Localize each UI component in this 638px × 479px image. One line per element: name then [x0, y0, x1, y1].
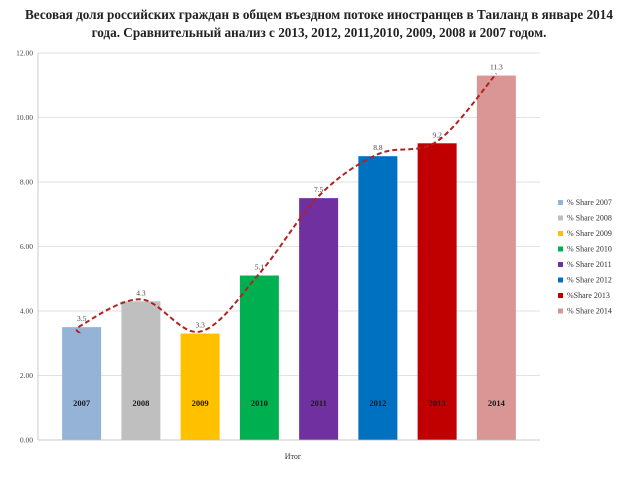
legend-entry: %Share 2013 — [567, 291, 610, 300]
bar-year-label: 2014 — [488, 398, 506, 408]
bar-year-label: 2008 — [132, 398, 149, 408]
legend-entry: % Share 2010 — [567, 245, 612, 254]
legend-entry: % Share 2014 — [567, 307, 612, 316]
y-tick-label: 12.00 — [16, 49, 33, 58]
legend-swatch — [558, 215, 563, 221]
legend-entry: % Share 2008 — [567, 214, 612, 223]
axes — [37, 53, 540, 441]
bar-value-label: 11.3 — [490, 63, 503, 72]
chart-title: Весовая доля российских граждан в общем … — [25, 7, 613, 40]
legend-swatch — [558, 262, 563, 267]
bar-2008 — [121, 301, 161, 440]
bar-year-label: 2011 — [310, 398, 327, 408]
y-tick-label: 8.00 — [20, 178, 33, 187]
legend-swatch — [558, 293, 563, 298]
y-tick-label: 10.00 — [16, 113, 33, 122]
legend-entry: % Share 2009 — [567, 229, 612, 238]
bar-value-label: 3.3 — [195, 321, 205, 330]
year-labels: 2007 2008 2009 2010 2011 2012 2013 2014 — [73, 398, 506, 408]
bar-value-label: 8.8 — [373, 143, 383, 152]
bar-year-label: 2013 — [429, 398, 446, 408]
bar-2010 — [239, 275, 279, 440]
legend-swatch — [558, 246, 563, 252]
y-tick-label: 2.00 — [20, 371, 33, 380]
bar-year-label: 2009 — [192, 398, 209, 408]
legend-entry: % Share 2012 — [567, 276, 612, 285]
bar-2009 — [180, 333, 220, 440]
y-tick-label: 6.00 — [20, 242, 33, 251]
legend-swatch — [558, 308, 563, 314]
bar-2014 — [476, 75, 516, 440]
x-axis-label: Итог — [285, 452, 302, 461]
legend-entry: % Share 2007 — [567, 198, 612, 207]
bar-value-label: 9.2 — [432, 130, 442, 139]
bar-year-label: 2007 — [73, 398, 91, 408]
bars — [62, 75, 516, 441]
y-axis-ticks: 0.00 2.00 4.00 6.00 8.00 10.00 12.00 — [16, 49, 33, 445]
y-tick-label: 4.00 — [20, 307, 33, 316]
bar-2013 — [417, 143, 457, 441]
y-tick-label: 0.00 — [20, 436, 33, 445]
legend-swatch — [558, 200, 563, 205]
value-labels: 3.5 4.3 3.3 5.1 7.5 8.8 9.2 11.3 — [77, 63, 503, 330]
legend: % Share 2007 % Share 2008 % Share 2009 % Sh… — [558, 198, 612, 316]
bar-2012 — [358, 156, 398, 440]
bar-value-label: 5.1 — [255, 263, 265, 272]
legend-swatch — [558, 231, 563, 236]
bar-year-label: 2012 — [369, 398, 386, 408]
bar-year-label: 2010 — [251, 398, 268, 408]
legend-swatch — [558, 277, 563, 283]
bar-2007 — [62, 327, 102, 440]
bar-value-label: 3.5 — [77, 314, 87, 323]
bar-value-label: 7.5 — [314, 185, 324, 194]
bar-2011 — [299, 198, 339, 440]
bar-value-label: 4.3 — [136, 288, 146, 297]
legend-entry: % Share 2011 — [567, 260, 612, 269]
grid-lines — [38, 52, 540, 441]
